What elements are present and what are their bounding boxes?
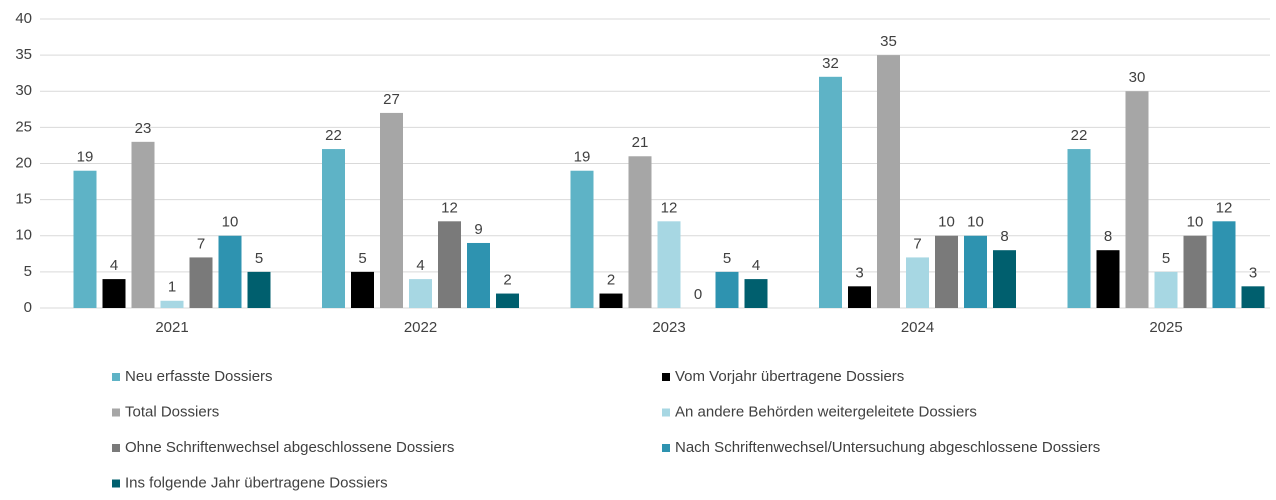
legend-swatch — [112, 408, 120, 417]
data-label: 7 — [197, 235, 205, 252]
bar — [935, 235, 958, 308]
bar — [964, 235, 987, 308]
bar — [657, 221, 681, 308]
bar — [380, 112, 403, 308]
bar — [496, 293, 519, 308]
y-tick-label: 0 — [24, 299, 32, 316]
legend-label: Total Dossiers — [125, 403, 219, 420]
y-tick-label: 5 — [24, 263, 32, 280]
data-label: 8 — [1104, 228, 1112, 245]
data-label: 10 — [1187, 214, 1204, 231]
data-label: 27 — [383, 91, 400, 108]
legend-label: Neu erfasste Dossiers — [125, 368, 273, 385]
data-label: 12 — [1216, 199, 1233, 216]
bar — [160, 300, 184, 308]
legend-label: An andere Behörden weitergeleitete Dossi… — [675, 403, 977, 420]
data-label: 22 — [1071, 127, 1088, 144]
data-label: 2 — [503, 272, 511, 289]
bar — [1067, 149, 1091, 308]
data-label: 10 — [938, 214, 955, 231]
x-tick-label: 2022 — [404, 319, 437, 336]
legend-label: Ohne Schriftenwechsel abgeschlossene Dos… — [125, 439, 454, 456]
x-tick-label: 2021 — [155, 319, 188, 336]
bar — [247, 271, 271, 308]
data-label: 10 — [967, 214, 984, 231]
x-tick-label: 2024 — [901, 319, 934, 336]
legend-label: Ins folgende Jahr übertragene Dossiers — [125, 474, 388, 491]
y-tick-label: 35 — [15, 46, 32, 63]
data-label: 5 — [358, 250, 366, 267]
legend-swatch — [112, 444, 120, 452]
y-tick-label: 30 — [15, 82, 32, 99]
bar — [599, 293, 623, 308]
bar — [131, 141, 155, 308]
bar — [1183, 235, 1207, 308]
bar — [819, 76, 842, 308]
bar — [218, 235, 242, 308]
bar — [744, 279, 768, 308]
bar — [1125, 91, 1149, 308]
legend-swatch — [662, 408, 670, 417]
x-tick-label: 2023 — [652, 319, 685, 336]
data-label: 21 — [632, 134, 649, 151]
bar — [322, 149, 345, 308]
data-label: 1 — [168, 279, 176, 296]
data-label: 30 — [1129, 69, 1146, 86]
data-label: 3 — [855, 264, 863, 281]
data-label: 19 — [574, 149, 591, 166]
data-label: 22 — [325, 127, 342, 144]
bar — [73, 170, 97, 308]
y-tick-label: 40 — [15, 10, 32, 27]
y-tick-label: 10 — [15, 227, 32, 244]
bar — [1212, 221, 1236, 308]
legend-swatch — [662, 373, 670, 381]
data-label: 4 — [110, 257, 118, 274]
data-label: 3 — [1249, 264, 1257, 281]
bar — [351, 271, 374, 308]
bar — [1096, 250, 1120, 308]
bar — [1241, 286, 1265, 308]
bar — [189, 257, 213, 308]
bar — [467, 242, 490, 308]
legend-label: Vom Vorjahr übertragene Dossiers — [675, 368, 904, 385]
bar — [409, 279, 432, 308]
bar — [102, 279, 126, 308]
data-label: 12 — [441, 199, 458, 216]
data-label: 5 — [723, 250, 731, 267]
bar — [877, 55, 900, 308]
bar — [848, 286, 871, 308]
bar — [906, 257, 929, 308]
bar — [715, 271, 739, 308]
bar — [438, 221, 461, 308]
data-label: 5 — [1162, 250, 1170, 267]
data-label: 8 — [1000, 228, 1008, 245]
data-label: 0 — [694, 286, 702, 303]
data-label: 35 — [880, 33, 897, 50]
x-tick-label: 2025 — [1149, 319, 1182, 336]
bar — [570, 170, 594, 308]
data-label: 5 — [255, 250, 263, 267]
bar — [628, 156, 652, 308]
data-label: 19 — [77, 149, 94, 166]
data-label: 32 — [822, 55, 839, 72]
legend-swatch — [112, 373, 120, 381]
y-tick-label: 20 — [15, 154, 32, 171]
bar — [993, 250, 1016, 308]
bar — [1154, 271, 1178, 308]
data-label: 12 — [661, 199, 678, 216]
data-label: 4 — [416, 257, 424, 274]
legend-swatch — [112, 479, 120, 488]
data-label: 2 — [607, 272, 615, 289]
data-label: 9 — [474, 221, 482, 238]
data-label: 4 — [752, 257, 760, 274]
y-tick-label: 25 — [15, 118, 32, 135]
data-label: 23 — [135, 120, 152, 137]
data-label: 7 — [913, 235, 921, 252]
y-tick-label: 15 — [15, 191, 32, 208]
legend-label: Nach Schriftenwechsel/Untersuchung abges… — [675, 439, 1100, 456]
legend-swatch — [662, 444, 670, 452]
data-label: 10 — [222, 214, 239, 231]
